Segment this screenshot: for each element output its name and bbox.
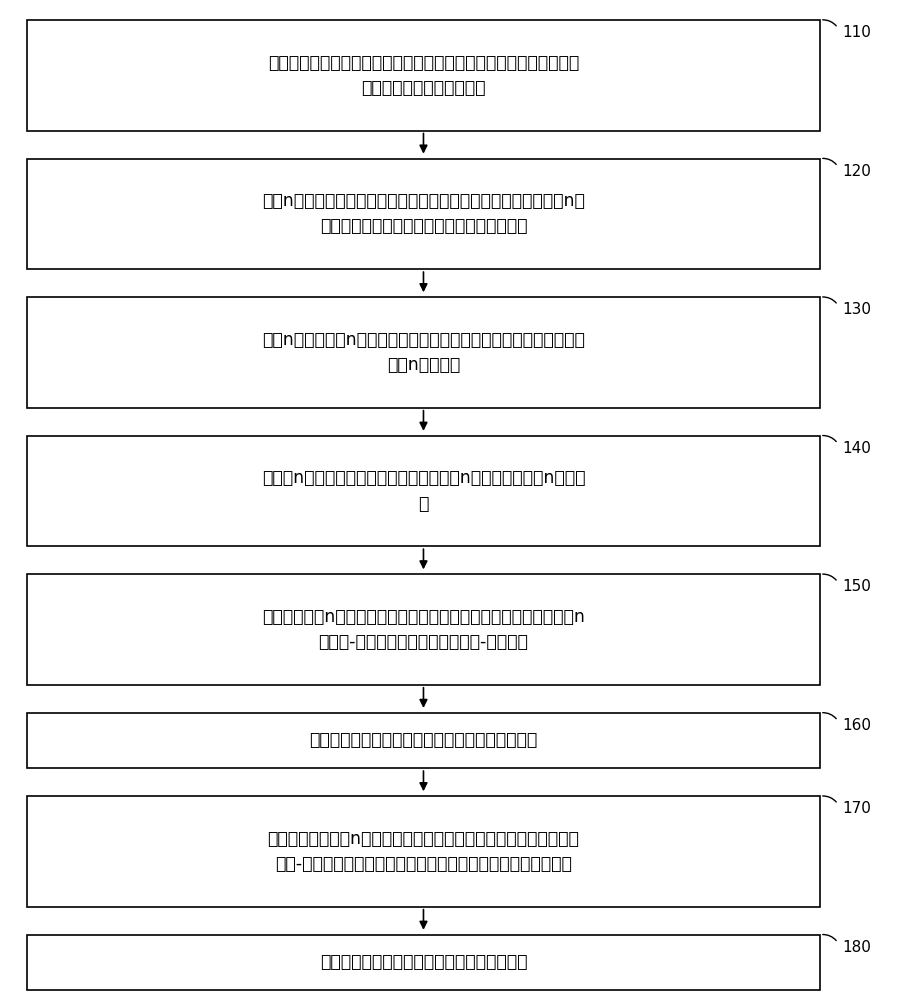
FancyBboxPatch shape (27, 297, 820, 408)
FancyBboxPatch shape (27, 935, 820, 990)
FancyBboxPatch shape (27, 20, 820, 131)
Text: 150: 150 (842, 579, 871, 594)
Text: 160: 160 (842, 718, 871, 733)
Text: 测量n个不同能量的放射源的射线峰，将得到的能谱的能量划分为n个
区域，每个区域至少具有一条射线的全能峰位: 测量n个不同能量的放射源的射线峰，将得到的能谱的能量划分为n个 区域，每个区域至… (262, 192, 585, 235)
Text: 根据n个区域，对n个放射源进行采谱，得到通过刻度因子进行能量刻
度的n个净能谱: 根据n个区域，对n个放射源进行采谱，得到通过刻度因子进行能量刻 度的n个净能谱 (262, 331, 585, 374)
Text: 140: 140 (842, 441, 871, 456)
Text: 180: 180 (842, 940, 871, 955)
FancyBboxPatch shape (27, 436, 820, 546)
FancyBboxPatch shape (27, 713, 820, 768)
Text: 使用标准放射源对谱仪进行能量刻度，得到道址与能量的转换关系；
转换关系通过刻度因子表示: 使用标准放射源对谱仪进行能量刻度，得到道址与能量的转换关系； 转换关系通过刻度因… (268, 54, 579, 97)
FancyBboxPatch shape (27, 574, 820, 685)
Text: 计算放射源在n个区域中的计数率和对应的剂量率的关系；关系包括n
个能谱-剂量转换系数，以构建能谱-剂量函数: 计算放射源在n个区域中的计数率和对应的剂量率的关系；关系包括n 个能谱-剂量转换… (262, 608, 585, 651)
Text: 对当前净能谱按照n个区域进行划分，得到每个区域的计数率，根据
能谱-剂量函数和每个区域的计数率，计算当前每个区域的剂量率: 对当前净能谱按照n个区域进行划分，得到每个区域的计数率，根据 能谱-剂量函数和每… (268, 830, 579, 873)
Text: 170: 170 (842, 801, 871, 816)
Text: 130: 130 (842, 302, 871, 317)
Text: 根据当前每个区域的剂量率，计算全谱剂量率: 根据当前每个区域的剂量率，计算全谱剂量率 (320, 953, 527, 971)
Text: 110: 110 (842, 25, 871, 40)
FancyBboxPatch shape (27, 796, 820, 907)
Text: 使用谱仪对当前放射源进行采谱，得到当前净能谱: 使用谱仪对当前放射源进行采谱，得到当前净能谱 (309, 732, 538, 750)
Text: 依次对n个放射源进行剂量值测量，得到与n个净能谱对应的n个剂量
率: 依次对n个放射源进行剂量值测量，得到与n个净能谱对应的n个剂量 率 (261, 470, 586, 512)
FancyBboxPatch shape (27, 159, 820, 269)
Text: 120: 120 (842, 164, 871, 179)
